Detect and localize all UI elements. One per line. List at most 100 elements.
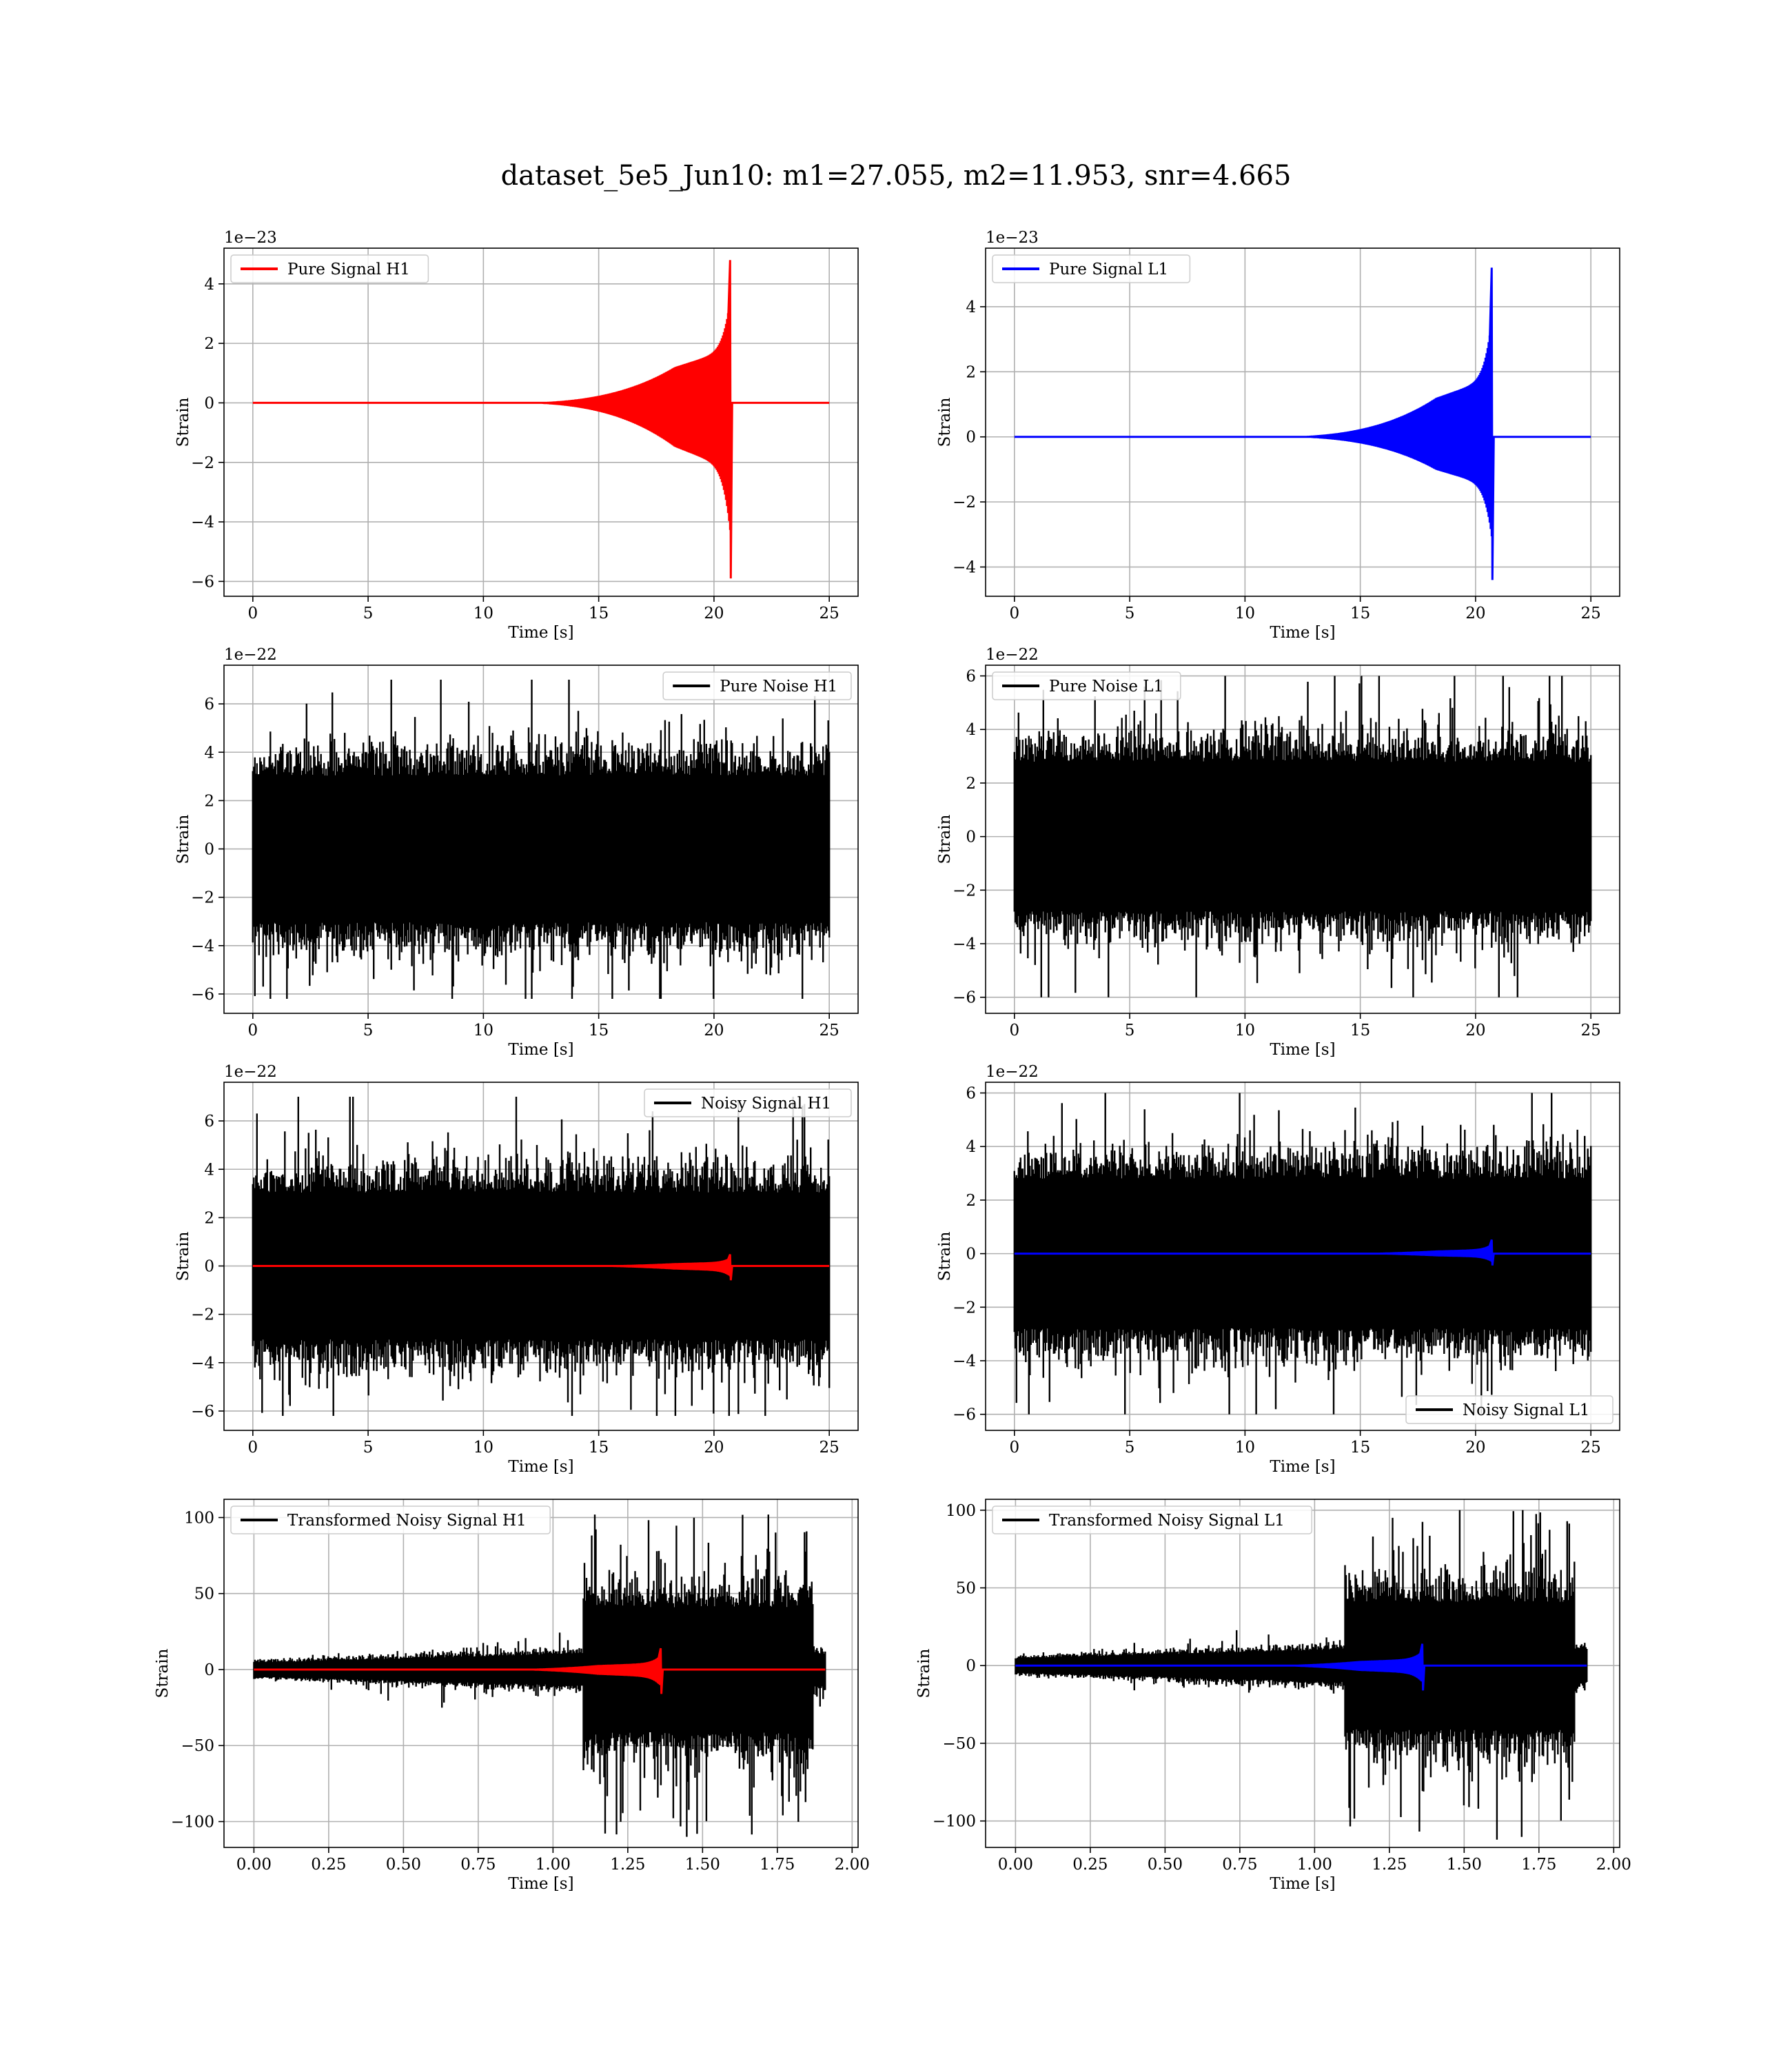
x-tick-label: 5 [1125,605,1135,622]
plot-area [1013,1093,1592,1415]
plot-area [252,260,830,579]
x-tick-label: 1.50 [685,1856,720,1874]
series-line [252,1254,830,1281]
legend: Transformed Noisy Signal L1 [992,1506,1312,1534]
series-line [254,1648,826,1694]
legend-label: Transformed Noisy Signal L1 [1049,1512,1285,1530]
plot-area [1014,267,1591,580]
y-tick-label: −6 [191,1403,214,1421]
y-tick-label: 0 [966,829,976,847]
axes-frame [985,1082,1620,1431]
y-tick-label: −50 [942,1735,976,1753]
x-tick-label: 0 [1009,605,1019,622]
x-axis-label: Time [s] [508,1458,573,1476]
y-axis-label: Strain [915,1648,933,1698]
x-axis-label: Time [s] [508,624,573,642]
subplot-2-1: 0 5 10 15 20 25 −6 −4 −2 0 2 4 6 Time [s] Strain 1e−22 N… [936,1063,1620,1476]
x-axis-label: Time [s] [1270,1041,1335,1059]
x-tick-label: 1.75 [760,1856,795,1874]
x-tick-label: 25 [819,1439,839,1457]
plot-area [252,1097,831,1416]
y-offset-label: 1e−22 [224,1063,277,1081]
y-axis-label: Strain [936,814,954,864]
x-tick-label: 1.00 [536,1856,571,1874]
legend: Pure Noise H1 [662,671,852,700]
y-tick-label: 2 [966,363,976,381]
y-tick-label: −2 [953,1299,976,1317]
x-tick-label: 2.00 [1596,1856,1631,1874]
y-tick-label: 2 [966,1192,976,1210]
y-tick-label: −2 [953,882,976,900]
y-offset-label: 1e−22 [986,646,1039,664]
plot-area [253,1514,826,1837]
subplot-3-1: 0.00 0.25 0.50 0.75 1.00 1.25 1.50 1.75 2.00 −100… [915,1499,1631,1893]
x-tick-label: 20 [1465,605,1485,622]
x-axis-label: Time [s] [508,1875,573,1893]
x-tick-label: 25 [1581,1022,1601,1040]
legend: Noisy Signal H1 [644,1088,852,1117]
y-tick-label: 4 [204,1161,214,1179]
figure-title: dataset_5e5_Jun10: m1=27.055, m2=11.953,… [501,160,1292,192]
y-offset-label: 1e−22 [986,1063,1039,1081]
y-tick-label: 0 [204,841,214,859]
y-tick-label: 0 [966,1657,976,1675]
y-tick-label: 4 [204,276,214,294]
legend-label: Pure Noise H1 [720,678,837,696]
y-tick-label: −2 [953,494,976,511]
x-tick-label: 10 [474,1439,493,1457]
x-axis-label: Time [s] [1270,624,1335,642]
x-tick-label: 10 [474,605,493,622]
x-axis-label: Time [s] [1270,1875,1335,1893]
subplot-3-0: 0.00 0.25 0.50 0.75 1.00 1.25 1.50 1.75 2.00 −100… [154,1499,870,1893]
x-tick-label: 15 [589,1439,609,1457]
x-tick-label: 0 [247,1439,258,1457]
legend-label: Noisy Signal H1 [701,1095,831,1113]
y-axis-label: Strain [936,1231,954,1281]
axes-frame [985,247,1620,597]
y-tick-label: −6 [191,573,214,591]
x-tick-label: 2.00 [835,1856,870,1874]
y-tick-label: 4 [966,1138,976,1156]
x-tick-label: 25 [819,1022,839,1040]
y-tick-label: −4 [191,1355,214,1372]
subplot-1-1: 0 5 10 15 20 25 −6 −4 −2 0 2 4 6 Time [s] Strain 1e−22 P… [936,646,1620,1059]
x-tick-label: 20 [704,605,724,622]
x-tick-label: 0 [247,605,258,622]
y-tick-label: −100 [171,1814,214,1832]
legend-box [230,1506,551,1534]
x-tick-label: 20 [704,1022,724,1040]
x-tick-label: 15 [589,605,609,622]
x-tick-label: 25 [1581,1439,1601,1457]
subplot-1-0: 0 5 10 15 20 25 −6 −4 −2 0 2 4 6 Time [s] Strain 1e−22 P… [174,646,859,1059]
y-tick-label: 0 [966,1246,976,1264]
y-tick-label: −2 [191,889,214,907]
legend-box [1405,1395,1613,1424]
legend-box [230,254,429,283]
axes-frame [985,665,1620,1014]
axes-frame [985,1499,1620,1848]
axes-frame [223,665,859,1014]
y-tick-label: 4 [966,298,976,316]
legend-box [644,1088,852,1117]
x-tick-label: 10 [1235,1022,1255,1040]
y-tick-label: −6 [953,989,976,1007]
x-tick-label: 0.50 [386,1856,421,1874]
x-tick-label: 5 [1125,1022,1135,1040]
series-line [1014,267,1591,580]
x-tick-label: 10 [474,1022,493,1040]
legend: Transformed Noisy Signal H1 [230,1506,551,1534]
x-tick-label: 25 [819,605,839,622]
x-tick-label: 0 [247,1022,258,1040]
x-tick-label: 1.25 [610,1856,645,1874]
x-tick-label: 10 [1235,1439,1255,1457]
subplot-2-0: 0 5 10 15 20 25 −6 −4 −2 0 2 4 6 Time [s] Strain 1e−22 N… [174,1063,859,1476]
y-tick-label: −2 [191,1306,214,1324]
legend: Pure Signal L1 [992,254,1191,283]
x-tick-label: 5 [363,1022,374,1040]
y-tick-label: 0 [966,429,976,447]
y-axis-label: Strain [174,814,192,864]
x-tick-label: 1.75 [1521,1856,1556,1874]
y-tick-label: 50 [956,1580,976,1598]
